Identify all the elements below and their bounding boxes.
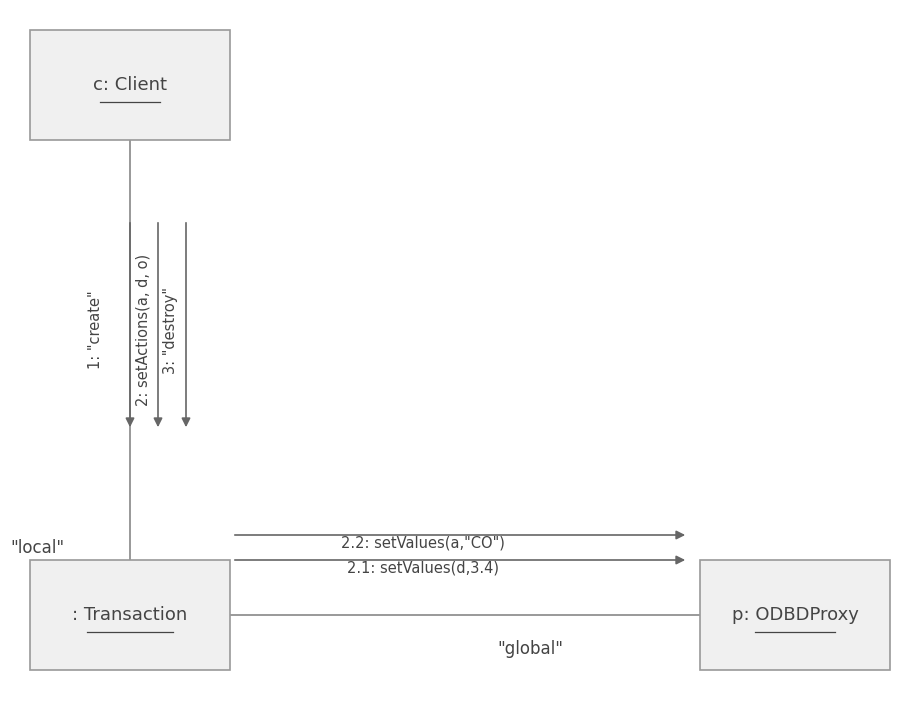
Text: : Transaction: : Transaction (73, 606, 188, 624)
Text: "global": "global" (497, 640, 563, 658)
Text: c: Client: c: Client (93, 76, 167, 94)
Text: 2.1: setValues(d,3.4): 2.1: setValues(d,3.4) (347, 560, 499, 575)
Text: 3: "destroy": 3: "destroy" (164, 286, 179, 373)
Bar (700, 560, 890, 670)
Text: "local": "local" (10, 539, 64, 557)
Text: p: ODBDProxy: p: ODBDProxy (731, 606, 858, 624)
Text: 2.2: setValues(a,"CO"): 2.2: setValues(a,"CO") (341, 536, 505, 550)
Bar (30, 560, 230, 670)
Bar (30, 30, 230, 140)
Text: 2: setActions(a, d, o): 2: setActions(a, d, o) (135, 254, 150, 406)
Text: 1: "create": 1: "create" (87, 291, 102, 369)
